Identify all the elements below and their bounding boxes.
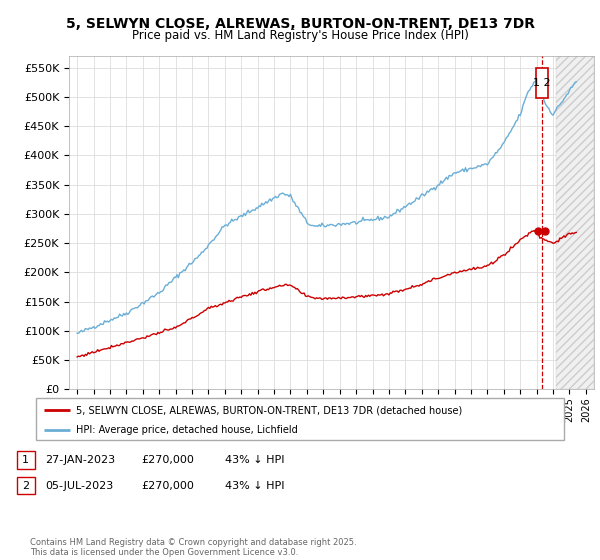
Text: 1 2: 1 2 — [533, 78, 551, 88]
Text: 5, SELWYN CLOSE, ALREWAS, BURTON-ON-TRENT, DE13 7DR: 5, SELWYN CLOSE, ALREWAS, BURTON-ON-TREN… — [65, 17, 535, 31]
Text: 1: 1 — [22, 455, 29, 465]
Text: 43% ↓ HPI: 43% ↓ HPI — [225, 480, 284, 491]
Text: 43% ↓ HPI: 43% ↓ HPI — [225, 455, 284, 465]
Text: 27-JAN-2023: 27-JAN-2023 — [45, 455, 115, 465]
Text: 05-JUL-2023: 05-JUL-2023 — [45, 480, 113, 491]
Text: 2: 2 — [22, 480, 29, 491]
FancyBboxPatch shape — [536, 68, 548, 98]
Text: Price paid vs. HM Land Registry's House Price Index (HPI): Price paid vs. HM Land Registry's House … — [131, 29, 469, 42]
Text: £270,000: £270,000 — [141, 455, 194, 465]
FancyBboxPatch shape — [36, 398, 564, 440]
Bar — [556, 56, 594, 389]
Text: HPI: Average price, detached house, Lichfield: HPI: Average price, detached house, Lich… — [76, 426, 298, 435]
Text: £270,000: £270,000 — [141, 480, 194, 491]
Text: 5, SELWYN CLOSE, ALREWAS, BURTON-ON-TRENT, DE13 7DR (detached house): 5, SELWYN CLOSE, ALREWAS, BURTON-ON-TREN… — [76, 405, 462, 415]
Text: Contains HM Land Registry data © Crown copyright and database right 2025.
This d: Contains HM Land Registry data © Crown c… — [30, 538, 356, 557]
